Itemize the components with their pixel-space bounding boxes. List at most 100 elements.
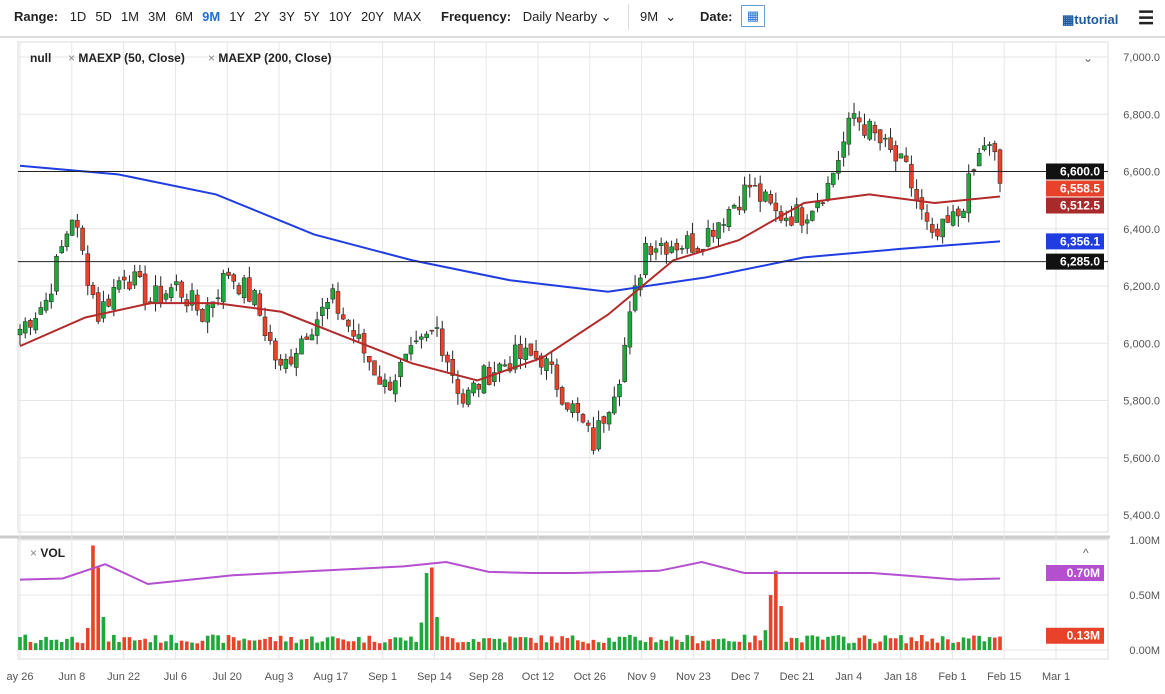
- candle: [799, 207, 805, 226]
- period-dropdown[interactable]: 9M ⌄: [640, 9, 676, 25]
- price-tick-label: 6,200.0: [1123, 281, 1160, 293]
- hline-tag: 6,600.0: [1060, 165, 1100, 179]
- candle: [872, 125, 878, 134]
- volume-bar: [883, 635, 888, 650]
- volume-bar: [685, 635, 690, 650]
- range-6m[interactable]: 6M: [175, 9, 194, 24]
- volume-bar: [831, 635, 835, 650]
- range-9m[interactable]: 9M: [202, 9, 221, 24]
- candle: [210, 301, 216, 308]
- candle: [533, 350, 539, 359]
- range-20y[interactable]: 20Y: [360, 9, 385, 24]
- range-10y[interactable]: 10Y: [328, 9, 352, 24]
- candle: [804, 219, 810, 224]
- volume-bar: [774, 570, 778, 650]
- candle: [262, 316, 268, 336]
- volume-bar: [633, 636, 637, 650]
- expand-chevron-icon[interactable]: ^: [1083, 546, 1089, 560]
- volume-bar: [920, 634, 924, 650]
- candle: [75, 220, 80, 228]
- volume-bar: [747, 642, 752, 650]
- candle: [601, 416, 607, 424]
- volume-bar: [273, 641, 278, 650]
- volume-bar: [85, 628, 90, 650]
- collapse-chevron-icon[interactable]: ⌄: [1083, 51, 1094, 65]
- volume-bar: [440, 636, 445, 650]
- price-tick-label: 5,800.0: [1123, 396, 1160, 408]
- volume-bar: [873, 643, 877, 650]
- candle: [956, 208, 961, 217]
- calendar-button[interactable]: ▦: [741, 5, 765, 27]
- volume-bar: [231, 637, 236, 650]
- calendar-icon: ▦: [746, 8, 760, 23]
- candle: [570, 403, 575, 413]
- candle: [580, 414, 586, 423]
- candle: [460, 393, 466, 404]
- candle: [450, 358, 455, 376]
- range-5y[interactable]: 5Y: [303, 9, 320, 24]
- remove-ma50-icon[interactable]: ×: [68, 51, 76, 65]
- volume-bar: [758, 640, 763, 650]
- candle: [763, 191, 768, 202]
- menu-icon[interactable]: ☰: [1138, 8, 1155, 28]
- price-tag: 6,512.5: [1060, 199, 1100, 213]
- candle: [518, 344, 523, 359]
- volume-bar: [961, 637, 966, 650]
- volume-bar: [753, 635, 757, 650]
- volume-bar: [101, 617, 106, 650]
- volume-bar: [862, 635, 867, 650]
- candle: [382, 379, 388, 387]
- volume-bar: [367, 635, 372, 650]
- x-tick-label: Jun 8: [58, 671, 85, 683]
- candle: [221, 272, 226, 303]
- volume-bar: [763, 630, 768, 650]
- range-5d[interactable]: 5D: [95, 9, 112, 24]
- x-tick-label: Mar 1: [1042, 671, 1070, 683]
- candle: [267, 332, 273, 341]
- volume-bar: [523, 637, 528, 650]
- range-1d[interactable]: 1D: [69, 9, 87, 24]
- volume-bar: [357, 637, 361, 650]
- candle: [961, 210, 966, 218]
- range-1y[interactable]: 1Y: [229, 9, 246, 24]
- candle: [33, 318, 38, 331]
- volume-bar: [482, 638, 486, 650]
- volume-bar: [268, 636, 273, 650]
- volume-bar: [690, 636, 695, 650]
- volume-bar: [278, 635, 283, 650]
- remove-ma200-icon[interactable]: ×: [208, 51, 216, 65]
- candle: [205, 304, 210, 323]
- candle: [424, 333, 429, 339]
- volume-bar: [560, 636, 564, 650]
- candle: [434, 327, 440, 329]
- volume-bar: [805, 635, 809, 650]
- candle: [674, 242, 680, 251]
- chevron-down-icon: ⌄: [665, 9, 677, 24]
- volume-bar: [461, 642, 465, 650]
- range-3m[interactable]: 3M: [148, 9, 167, 24]
- range-3y[interactable]: 3Y: [279, 9, 295, 24]
- volume-bar: [153, 635, 158, 650]
- volume-bar: [205, 635, 210, 650]
- range-1m[interactable]: 1M: [120, 9, 139, 24]
- candle: [294, 352, 299, 368]
- volume-bar: [132, 640, 137, 650]
- volume-bar: [732, 641, 736, 650]
- tutorial-link[interactable]: ▦tutorial: [1062, 12, 1118, 28]
- range-2y[interactable]: 2Y: [254, 9, 270, 24]
- volume-bar: [414, 641, 418, 650]
- volume-bar: [336, 638, 340, 650]
- price-pane-border: [17, 41, 1109, 533]
- volume-bar: [951, 642, 955, 650]
- volume-bar: [701, 640, 705, 650]
- volume-bar: [622, 636, 627, 650]
- volume-bar: [935, 642, 940, 650]
- volume-bar: [445, 636, 450, 650]
- range-max[interactable]: MAX: [393, 9, 422, 24]
- remove-vol-icon[interactable]: ×: [30, 546, 38, 560]
- volume-bar: [820, 639, 825, 650]
- frequency-dropdown[interactable]: Daily Nearby ⌄: [523, 9, 612, 24]
- volume-bar: [211, 634, 215, 650]
- candle: [893, 145, 898, 162]
